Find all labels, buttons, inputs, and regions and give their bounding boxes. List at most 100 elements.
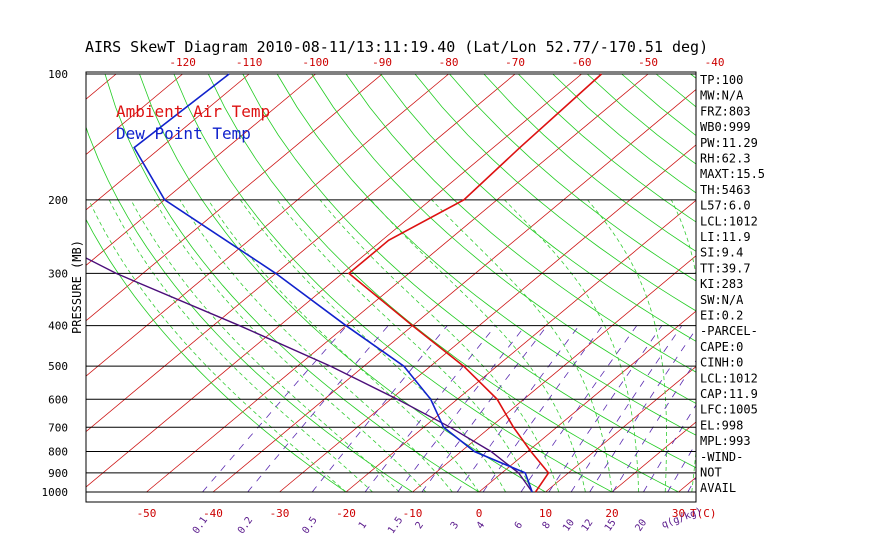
pressure-tick-label: 600 bbox=[48, 393, 68, 406]
ambient-air-temp-series bbox=[347, 73, 603, 493]
sounding-stat-entry: SI:9.4 bbox=[700, 246, 743, 260]
dew-point-temp-series bbox=[133, 73, 533, 493]
sounding-stat-entry: FRZ:803 bbox=[700, 104, 751, 118]
mixing-ratio-label: 0.5 bbox=[300, 515, 319, 536]
pressure-tick-label: 100 bbox=[48, 68, 68, 81]
pressure-tick-label: 400 bbox=[48, 320, 68, 333]
isotherm-line bbox=[412, 255, 696, 493]
pressure-tick-label: 200 bbox=[48, 194, 68, 207]
isotherm-line bbox=[86, 73, 316, 266]
sounding-stat-entry: LI:11.9 bbox=[700, 230, 751, 244]
sounding-stat-entry: TT:39.7 bbox=[700, 261, 751, 275]
mixing-ratio-line bbox=[364, 325, 496, 493]
sounding-stat-entry: PW:11.29 bbox=[700, 136, 758, 150]
sounding-stat-entry: LCL:1012 bbox=[700, 214, 758, 228]
mixing-ratio-label: 4 bbox=[475, 520, 487, 531]
isotherm-line bbox=[545, 366, 696, 493]
isotherm-line bbox=[146, 73, 649, 493]
dry-adiabat-line bbox=[518, 73, 696, 223]
dry-adiabat-line bbox=[449, 73, 696, 282]
mixing-ratio-label: 10 bbox=[561, 517, 577, 533]
isotherm-line bbox=[0, 74, 50, 492]
isotherm-line bbox=[86, 73, 250, 211]
dry-adiabat-line bbox=[655, 73, 696, 108]
chart-title: AIRS SkewT Diagram 2010-08-11/13:11:19.4… bbox=[85, 38, 708, 56]
legend-ambient-air-temp: Ambient Air Temp bbox=[116, 102, 270, 121]
top-temp-tick-label: -40 bbox=[705, 56, 725, 69]
dry-adiabat-line bbox=[380, 73, 696, 342]
top-temp-tick-label: -120 bbox=[169, 56, 196, 69]
dry-adiabat-line bbox=[345, 73, 696, 373]
bottom-temp-tick-label: -10 bbox=[403, 507, 423, 520]
sounding-stat-entry: -WIND- bbox=[700, 450, 743, 464]
parcel-lifted-line bbox=[86, 257, 533, 493]
isotherm-line bbox=[86, 73, 582, 488]
top-temp-tick-label: -110 bbox=[236, 56, 263, 69]
top-temp-tick-label: -100 bbox=[302, 56, 329, 69]
sounding-stat-entry: CAPE:0 bbox=[700, 340, 743, 354]
mixing-ratio-label: 1 bbox=[357, 520, 369, 531]
top-temp-tick-label: -80 bbox=[439, 56, 459, 69]
mixing-ratio-label: 20 bbox=[633, 517, 649, 533]
isotherm-line bbox=[86, 73, 383, 322]
sounding-stat-entry: AVAIL bbox=[700, 481, 736, 495]
pressure-tick-label: 500 bbox=[48, 360, 68, 373]
bottom-temp-tick-label: 10 bbox=[539, 507, 552, 520]
moist-adiabat-line bbox=[108, 199, 373, 493]
mixing-ratio-line bbox=[202, 325, 348, 493]
dry-adiabat-line bbox=[794, 74, 870, 492]
sounding-stat-entry: RH:62.3 bbox=[700, 152, 751, 166]
bottom-temp-tick-label: -20 bbox=[336, 507, 356, 520]
isotherm-line bbox=[345, 199, 696, 493]
dry-adiabat-line bbox=[760, 74, 870, 492]
pressure-tick-label: 1000 bbox=[42, 486, 69, 499]
sounding-stat-entry: -PARCEL- bbox=[700, 324, 758, 338]
sounding-stat-entry: TH:5463 bbox=[700, 183, 751, 197]
sounding-stat-entry: LFC:1005 bbox=[700, 403, 758, 417]
isotherm-line bbox=[812, 74, 870, 492]
mixing-ratio-label: 3 bbox=[449, 520, 461, 531]
sounding-stat-entry: WB0:999 bbox=[700, 120, 751, 134]
moist-adiabat-line bbox=[670, 199, 696, 493]
mixing-ratio-label: 8 bbox=[541, 520, 553, 531]
profile-lines bbox=[86, 73, 603, 493]
moist-adiabat-line bbox=[239, 199, 506, 493]
mixing-ratio-label: 0.2 bbox=[236, 515, 255, 536]
bottom-temp-tick-label: 0 bbox=[476, 507, 483, 520]
isotherm-line bbox=[86, 73, 449, 377]
bottom-temp-tick-label: 20 bbox=[605, 507, 618, 520]
sounding-stat-entry: MW:N/A bbox=[700, 89, 744, 103]
moist-adiabat-line bbox=[88, 199, 347, 493]
sounding-stat-entry: EI:0.2 bbox=[700, 309, 743, 323]
isotherm-line bbox=[86, 73, 183, 156]
bottom-temp-tick-label: -50 bbox=[137, 507, 157, 520]
isotherm-line bbox=[86, 73, 516, 433]
isotherm-line bbox=[478, 310, 696, 493]
moist-adiabat-line bbox=[745, 200, 803, 492]
bottom-temp-tick-label: -30 bbox=[270, 507, 290, 520]
top-temp-tick-label: -90 bbox=[372, 56, 392, 69]
mixing-ratio-label: 12 bbox=[580, 518, 596, 534]
dry-adiabat-line bbox=[173, 73, 613, 493]
pressure-tick-label: 900 bbox=[48, 467, 68, 480]
sounding-stat-entry: L57:6.0 bbox=[700, 199, 751, 213]
bottom-temp-tick-label: -40 bbox=[203, 507, 223, 520]
moist-adiabat-line bbox=[179, 199, 453, 493]
moist-adiabat-line bbox=[276, 199, 533, 493]
background-grid bbox=[0, 73, 870, 493]
moist-adiabat-line bbox=[504, 199, 639, 493]
sounding-stat-entry: SW:N/A bbox=[700, 293, 744, 307]
moist-adiabat-line bbox=[370, 199, 586, 493]
top-temp-tick-label: -70 bbox=[505, 56, 525, 69]
dry-adiabat-line bbox=[276, 73, 696, 436]
sounding-stat-entry: EL:998 bbox=[700, 418, 743, 432]
top-temp-tick-label: -60 bbox=[572, 56, 592, 69]
sounding-stat-entry: KI:283 bbox=[700, 277, 743, 291]
moist-adiabat-line bbox=[130, 199, 400, 493]
isotherm-line bbox=[745, 74, 870, 492]
mixing-ratio-label: 6 bbox=[513, 520, 525, 531]
dry-adiabat-line bbox=[104, 73, 480, 493]
